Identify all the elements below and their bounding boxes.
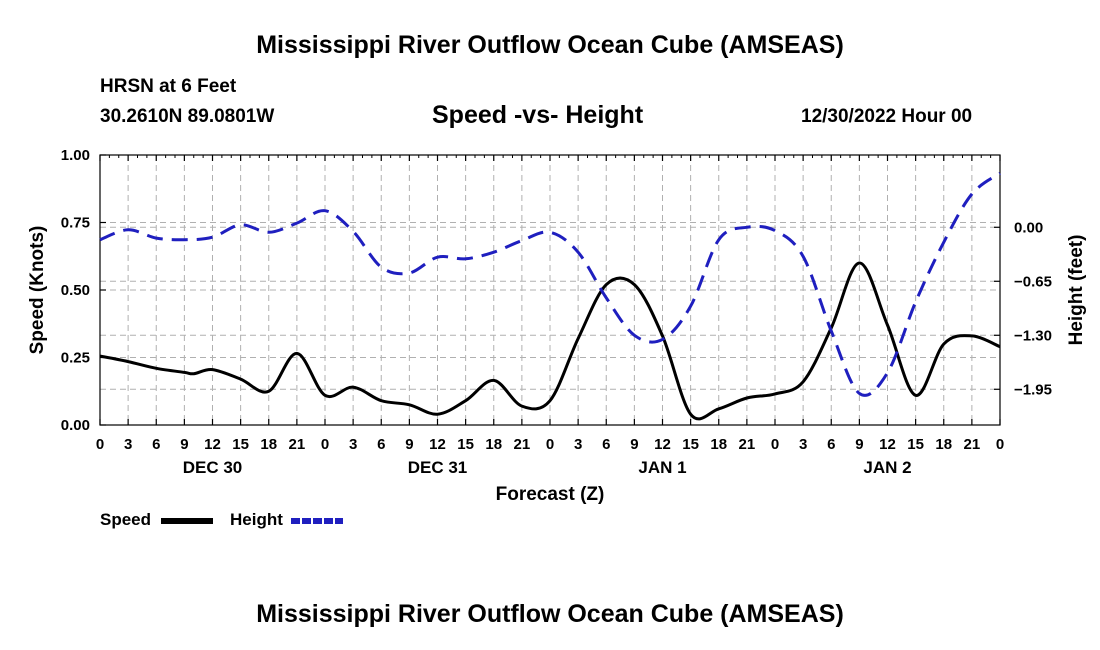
run-time: 12/30/2022 Hour 00 bbox=[801, 106, 973, 127]
x-tick-label: 15 bbox=[682, 436, 699, 453]
x-tick-label: 6 bbox=[377, 436, 385, 453]
x-tick-label: 0 bbox=[321, 436, 329, 453]
x-tick-label: 12 bbox=[429, 436, 446, 453]
x-day-label: JAN 2 bbox=[863, 458, 911, 477]
x-tick-label: 15 bbox=[457, 436, 474, 453]
x-tick-label: 9 bbox=[405, 436, 413, 453]
x-tick-label: 6 bbox=[152, 436, 160, 453]
y-tick-label: 0.50 bbox=[61, 282, 90, 299]
series-line-height bbox=[99, 172, 1001, 397]
x-day-label: JAN 1 bbox=[638, 458, 686, 477]
page-title: Mississippi River Outflow Ocean Cube (AM… bbox=[256, 31, 844, 59]
x-tick-label: 18 bbox=[710, 436, 727, 453]
x-day-label: DEC 31 bbox=[408, 458, 468, 477]
y2-tick-label: 0.00 bbox=[1014, 219, 1043, 236]
x-tick-label: 3 bbox=[349, 436, 357, 453]
x-tick-label: 0 bbox=[546, 436, 554, 453]
y2-tick-label: −1.30 bbox=[1014, 327, 1052, 344]
y-tick-label: 0.25 bbox=[61, 350, 90, 367]
x-tick-label: 0 bbox=[996, 436, 1004, 453]
data-point-height bbox=[353, 231, 354, 232]
series bbox=[99, 172, 1001, 421]
x-tick-label: 21 bbox=[514, 436, 531, 453]
footer-title: Mississippi River Outflow Ocean Cube (AM… bbox=[256, 600, 844, 628]
station-coords: 30.2610N 89.0801W bbox=[100, 106, 275, 127]
grid bbox=[100, 155, 1000, 425]
x-tick-label: 0 bbox=[771, 436, 779, 453]
series-line-speed bbox=[99, 261, 1001, 421]
y-tick-label: 0.75 bbox=[61, 215, 90, 232]
x-tick-label: 12 bbox=[879, 436, 896, 453]
chart-title: Speed -vs- Height bbox=[432, 101, 644, 129]
x-day-label: DEC 30 bbox=[183, 458, 243, 477]
x-axis-label: Forecast (Z) bbox=[496, 484, 605, 505]
x-tick-label: 15 bbox=[232, 436, 249, 453]
axes: 0 3 6 9 12 15 18 21 0 3 6 9 12 15 18 21 0 3 6 9 12 15 18 21 0 3 6 9… bbox=[61, 147, 1052, 477]
x-tick-label: 21 bbox=[289, 436, 306, 453]
x-tick-label: 21 bbox=[964, 436, 981, 453]
data-point-height bbox=[409, 273, 410, 274]
x-tick-label: 9 bbox=[855, 436, 863, 453]
x-tick-label: 12 bbox=[654, 436, 671, 453]
y2-tick-label: −0.65 bbox=[1014, 273, 1052, 290]
y-tick-label: 1.00 bbox=[61, 147, 90, 164]
y2-axis-label: Height (feet) bbox=[1066, 235, 1087, 346]
x-tick-label: 3 bbox=[799, 436, 807, 453]
station-name: HRSN at 6 Feet bbox=[100, 76, 237, 97]
x-tick-label: 18 bbox=[260, 436, 277, 453]
data-point-height bbox=[887, 372, 888, 373]
legend-speed-label: Speed bbox=[100, 510, 152, 529]
x-tick-label: 9 bbox=[180, 436, 188, 453]
x-tick-label: 6 bbox=[602, 436, 610, 453]
y-axis-label: Speed (Knots) bbox=[27, 226, 48, 355]
y-tick-label: 0.00 bbox=[61, 417, 90, 434]
y2-tick-label: −1.95 bbox=[1014, 381, 1052, 398]
x-tick-label: 12 bbox=[204, 436, 221, 453]
x-tick-label: 18 bbox=[485, 436, 502, 453]
x-tick-label: 0 bbox=[96, 436, 104, 453]
x-tick-label: 3 bbox=[124, 436, 132, 453]
legend-height-swatch bbox=[291, 518, 343, 524]
legend-height-label: Height bbox=[230, 510, 283, 529]
x-tick-label: 18 bbox=[935, 436, 952, 453]
x-tick-label: 15 bbox=[907, 436, 924, 453]
x-tick-label: 3 bbox=[574, 436, 582, 453]
x-tick-label: 6 bbox=[827, 436, 835, 453]
data-point-height bbox=[915, 302, 916, 303]
data-point-height bbox=[550, 232, 551, 233]
x-tick-label: 21 bbox=[739, 436, 756, 453]
legend-speed-swatch bbox=[161, 518, 213, 524]
x-tick-label: 9 bbox=[630, 436, 638, 453]
